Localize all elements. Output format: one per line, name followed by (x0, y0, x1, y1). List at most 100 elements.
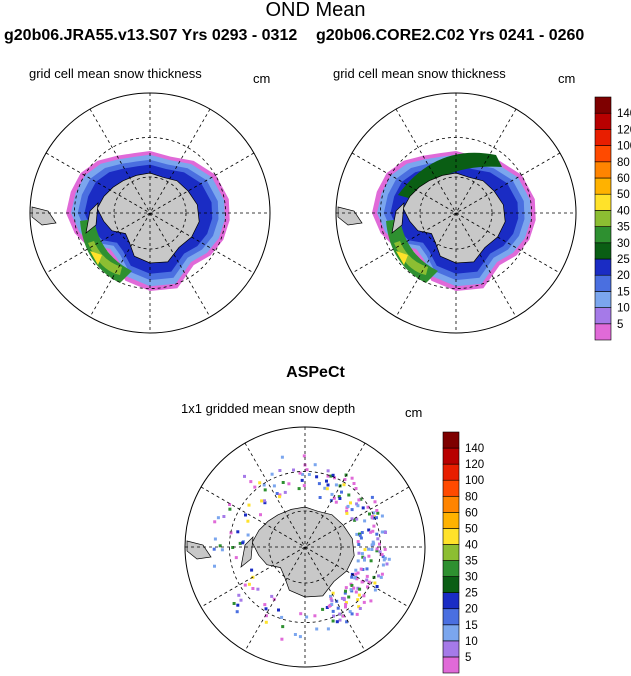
observation-cell (375, 509, 379, 512)
observation-cell (327, 604, 331, 608)
observation-cell (348, 610, 352, 614)
observation-cell (349, 588, 353, 592)
observation-cell (331, 591, 335, 595)
observation-cell (356, 598, 360, 602)
observation-cell (380, 514, 384, 518)
panel3-title: 1x1 gridded mean snow depth (181, 401, 356, 416)
observation-cell (317, 482, 321, 486)
observation-cell (378, 550, 382, 554)
observation-cell (292, 468, 295, 472)
colorbar-swatch (594, 291, 612, 308)
observation-cell (381, 555, 385, 559)
observation-cell (371, 529, 375, 533)
observation-cell (256, 587, 260, 591)
colorbar-swatch (442, 656, 460, 674)
observation-cell (376, 511, 380, 515)
observation-cell (302, 484, 306, 488)
observation-cell (387, 557, 391, 561)
colorbar-tick-label: 15 (465, 620, 478, 632)
observation-cell (325, 487, 329, 491)
observation-cell (377, 574, 381, 578)
observation-cell (287, 482, 291, 486)
panel3-unit: cm (405, 405, 423, 420)
observation-cell (246, 519, 250, 523)
observation-cell (277, 608, 280, 612)
observation-cell (213, 564, 216, 568)
colorbar-tick-label: 35 (617, 222, 630, 234)
observation-cell (380, 553, 384, 557)
observation-cell (354, 572, 358, 576)
observation-cell (259, 513, 262, 517)
colorbar-swatch (594, 177, 612, 195)
observation-cell (251, 587, 255, 590)
meridian-line (351, 152, 561, 274)
observation-cell (253, 485, 257, 489)
observation-cell (332, 496, 336, 500)
observation-cell (305, 615, 309, 619)
map-panel-2 (335, 92, 577, 334)
colorbar-swatch (442, 576, 460, 593)
observation-cell (228, 507, 232, 511)
observation-cell (264, 620, 268, 624)
snow-band-50 (90, 251, 102, 265)
observation-cell (356, 571, 360, 575)
observation-cell (263, 603, 267, 607)
observation-cell (236, 530, 240, 534)
observation-cell (350, 612, 354, 616)
observation-cell (270, 472, 274, 476)
observation-cell (344, 473, 348, 477)
observation-cell (220, 548, 224, 552)
colorbar-swatch (442, 624, 460, 642)
antarctic-peninsula (240, 536, 254, 568)
observation-cell (213, 520, 217, 524)
observation-cell (367, 547, 371, 551)
observation-cell (355, 532, 359, 536)
observation-cell (352, 586, 356, 590)
observation-cell (329, 474, 333, 478)
observation-cell (212, 547, 216, 551)
observation-cell (329, 498, 333, 502)
observation-cell (264, 614, 268, 618)
observation-cell (367, 580, 371, 584)
observation-cell (361, 555, 365, 559)
colorbar-swatch (594, 129, 612, 146)
colorbar-swatch (442, 560, 460, 577)
observation-cell (330, 603, 334, 606)
observation-cell (237, 593, 241, 597)
observation-cell (344, 605, 347, 609)
observation-cell (361, 568, 365, 571)
observation-cell (335, 620, 339, 624)
colorbar-tick-label: 30 (617, 238, 630, 250)
observation-cell (250, 568, 254, 572)
observation-cell (358, 534, 362, 538)
observation-cell (298, 635, 302, 639)
observation-cell (305, 468, 309, 472)
observation-cell (370, 543, 374, 547)
colorbar-tick-label: 50 (465, 523, 478, 535)
colorbar-swatch (442, 479, 460, 497)
snow-band-50 (396, 251, 408, 265)
observation-cell (350, 508, 354, 512)
observation-cell (334, 500, 338, 504)
observation-cell (263, 501, 267, 505)
observation-cell (355, 577, 359, 581)
south-america-tip (186, 540, 212, 560)
observation-cell (330, 492, 334, 496)
colorbar-swatch (594, 210, 612, 227)
observation-cell (336, 606, 340, 610)
observation-cell (372, 511, 376, 515)
observation-cell (329, 597, 333, 601)
observation-cell (370, 495, 374, 499)
observation-cell (359, 497, 363, 501)
graticule (30, 93, 270, 333)
observation-cell (373, 500, 377, 504)
observation-cell (332, 614, 335, 618)
observation-cell (340, 596, 344, 600)
map-border (184, 426, 426, 668)
observation-cell (355, 517, 359, 521)
observation-cell (375, 532, 379, 536)
observation-cell (360, 531, 364, 534)
graticule (336, 93, 576, 333)
observation-cell (346, 504, 350, 508)
